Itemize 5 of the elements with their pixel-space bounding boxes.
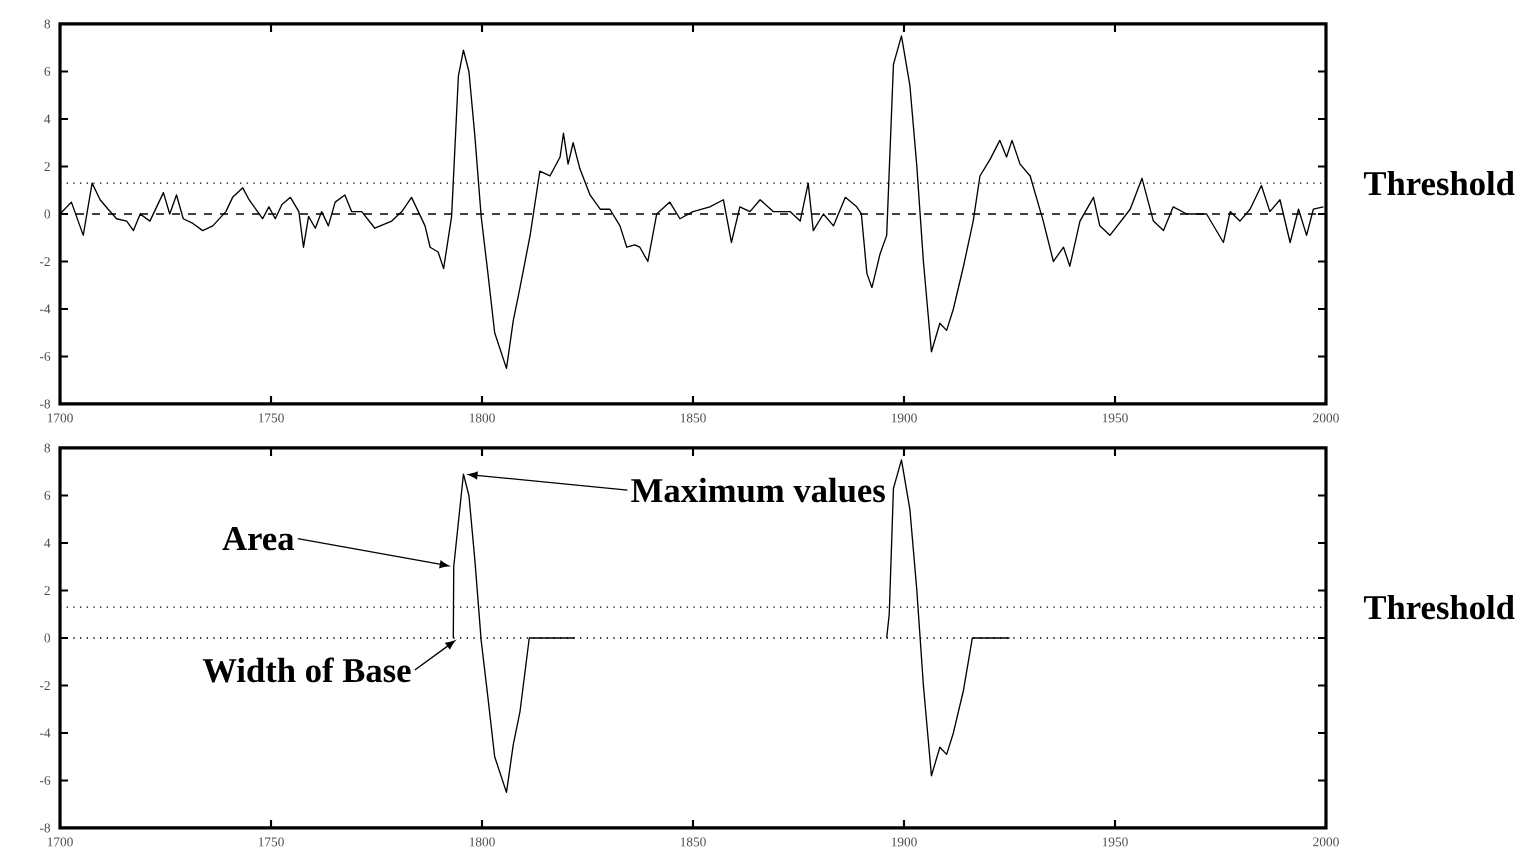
- ref-line-label: Threshold: [1363, 594, 1515, 620]
- annotation: Width of Base: [202, 657, 411, 683]
- ref-line-label: Threshold: [1363, 170, 1515, 196]
- annotation: Area: [222, 527, 295, 551]
- annotation: Maximum values: [631, 477, 885, 503]
